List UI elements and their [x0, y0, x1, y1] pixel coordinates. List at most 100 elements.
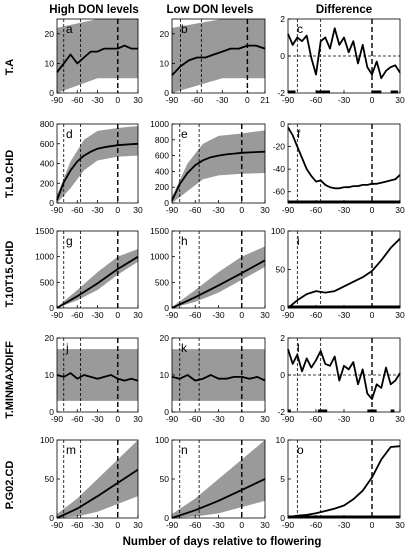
panel-n-ytick-label-0: 0	[164, 513, 169, 523]
panel-e-line	[171, 150, 266, 201]
panel-n: -90 -60 -30 0 30 0 50 100 n	[155, 435, 270, 530]
panel-a-line	[56, 44, 138, 73]
panel-l-ytick-label-1: 0	[280, 370, 285, 380]
panel-g-xtick-label-3: 0	[115, 310, 120, 320]
panel-a-xtick-label-0: -90	[51, 95, 64, 105]
panel-k: -90 -60 -30 0 30 0 10 20 k	[160, 333, 270, 424]
panel-f-ytick-label-3: 0	[280, 119, 285, 129]
panel-b-xtick-label-0: -90	[166, 95, 179, 105]
panel-d-xtick-label-1: -60	[71, 205, 84, 215]
panel-h-xtick-label-3: 0	[239, 310, 244, 320]
panel-o-ytick-label-0: 0	[280, 513, 285, 523]
panel-d: -90 -60 -30 0 30 0 200 400 600 800 d	[40, 119, 143, 215]
panel-e-xtick-label-3: 0	[239, 205, 244, 215]
panel-a-xtick-label-2: -30	[91, 95, 104, 105]
row-label-b: T.L9.CHD	[4, 150, 16, 198]
panel-e-ytick-label-5: 1000	[150, 119, 169, 129]
panel-f-ytick-label-2: -20	[273, 142, 286, 152]
panel-i-ytick-label-2: 100	[271, 226, 285, 236]
panel-a: -90 -60 -30 0 30 0 10 20 a	[45, 18, 143, 105]
panel-h-ytick-label-3: 1500	[150, 226, 169, 236]
panel-d-xtick-label-3: 0	[115, 205, 120, 215]
panel-h-ytick-label-2: 1000	[150, 252, 169, 262]
column-title-low: Low DON levels	[167, 4, 254, 16]
panel-e-ytick-label-3: 600	[155, 151, 169, 161]
panel-i: -90 -60 -30 0 30 0 50 100 i	[271, 226, 405, 320]
panel-h-ytick-label-1: 500	[155, 277, 169, 287]
panel-d-letter: d	[66, 127, 73, 141]
panel-l: -90 -60 -30 0 30 -2 0 2 l	[277, 333, 405, 424]
panel-d-ytick-label-0: 0	[49, 198, 54, 208]
panel-c-xtick-label-3: 0	[370, 95, 375, 105]
panel-o-line	[287, 445, 401, 519]
panel-b-line	[171, 44, 266, 76]
panel-n-xtick-label-4: 30	[260, 520, 270, 530]
panel-o-xtick-label-4: 30	[395, 520, 405, 530]
panel-i-frame	[287, 230, 401, 309]
panel-d-ytick-label-1: 200	[40, 178, 54, 188]
panel-e-ytick-label-4: 800	[155, 135, 169, 145]
panel-d-xtick-label-2: -30	[91, 205, 104, 215]
panel-k-xtick-label-0: -90	[166, 414, 179, 424]
panel-i-xtick-label-0: -90	[282, 310, 295, 320]
panel-g: -90 -60 -30 0 30 0 500 1000 1500 g	[35, 226, 143, 320]
panel-f-xtick-label-2: -30	[338, 205, 351, 215]
panel-a-letter: a	[66, 22, 73, 36]
panel-e-band	[172, 130, 265, 203]
panel-g-xtick-label-1: -60	[71, 310, 84, 320]
panel-j-ytick-label-0: 0	[49, 407, 54, 417]
panel-j-line	[56, 372, 139, 382]
panel-a-xtick-label-4: 30	[133, 95, 143, 105]
panel-n-xtick-label-3: 0	[239, 520, 244, 530]
panel-k-xtick-label-4: 30	[260, 414, 270, 424]
panel-n-line	[171, 478, 266, 519]
panel-b: -90 -60 -30 0 21 0 10 20 b	[160, 18, 270, 105]
panel-l-line	[287, 348, 401, 400]
panel-b-band	[172, 19, 265, 93]
panel-l-xtick-label-4: 30	[395, 414, 405, 424]
panel-g-ytick-label-2: 1000	[35, 252, 54, 262]
panel-h-xtick-label-1: -60	[189, 310, 202, 320]
panel-g-line	[56, 255, 139, 309]
panel-k-xtick-label-3: 0	[239, 414, 244, 424]
panel-e: -90 -60 -30 0 30 0 200 400 600 800 1000 e	[150, 119, 270, 215]
panel-f-ytick-label-1: -40	[273, 164, 286, 174]
panel-b-xtick-label-2: -30	[216, 95, 229, 105]
panel-c-xtick-label-2: -30	[338, 95, 351, 105]
panel-l-ytick-label-0: -2	[277, 407, 285, 417]
panel-l-ytick-label-2: 2	[280, 333, 285, 343]
panel-e-ytick-label-2: 400	[155, 166, 169, 176]
panel-m-xtick-label-1: -60	[71, 520, 84, 530]
panel-i-xtick-label-4: 30	[395, 310, 405, 320]
panel-b-xtick-label-3: 0	[245, 95, 250, 105]
panel-i-xtick-label-1: -60	[310, 310, 323, 320]
panel-e-xtick-label-4: 30	[260, 205, 270, 215]
panel-o-letter: o	[297, 443, 304, 457]
panel-k-xtick-label-2: -30	[212, 414, 225, 424]
panel-b-ytick-label-1: 10	[160, 58, 170, 68]
panel-d-xtick-label-4: 30	[133, 205, 143, 215]
panel-f-xtick-label-4: 30	[395, 205, 405, 215]
panel-j-ytick-label-1: 10	[45, 370, 55, 380]
panel-i-letter: i	[297, 234, 300, 248]
panel-b-xtick-label-4: 21	[260, 95, 270, 105]
panel-n-ytick-label-1: 50	[160, 474, 170, 484]
panel-i-ytick-label-0: 0	[280, 303, 285, 313]
panel-a-ytick-label-0: 0	[49, 88, 54, 98]
panel-l-xtick-label-2: -30	[338, 414, 351, 424]
panel-b-frame	[171, 18, 266, 94]
panel-c-ytick-label-0: -2	[277, 88, 285, 98]
panel-m-xtick-label-2: -30	[91, 520, 104, 530]
panel-e-ytick-label-1: 200	[155, 182, 169, 192]
panel-j-band	[57, 349, 138, 401]
panel-i-xtick-label-2: -30	[338, 310, 351, 320]
panel-e-xtick-label-2: -30	[212, 205, 225, 215]
panel-o-xtick-label-2: -30	[338, 520, 351, 530]
panel-a-ytick-label-2: 20	[45, 29, 55, 39]
panel-h-line	[171, 259, 266, 309]
row-label-e: P.G02.CD	[4, 461, 16, 510]
panel-j-xtick-label-1: -60	[71, 414, 84, 424]
panel-n-letter: n	[181, 443, 188, 457]
panel-f-xtick-label-3: 0	[370, 205, 375, 215]
